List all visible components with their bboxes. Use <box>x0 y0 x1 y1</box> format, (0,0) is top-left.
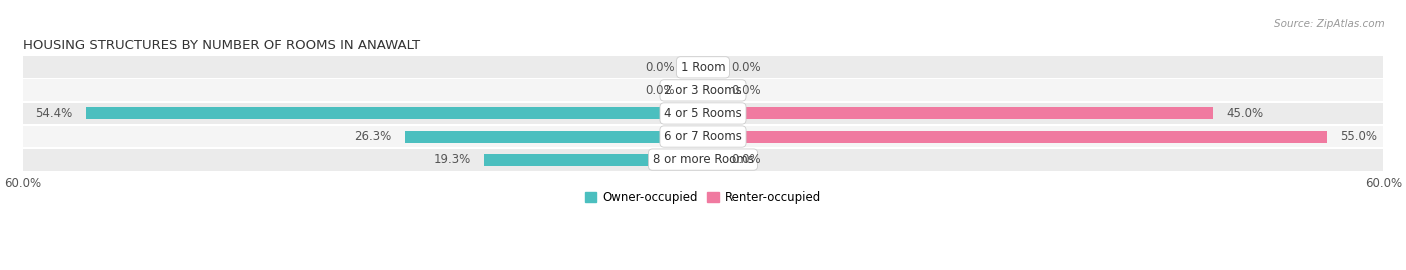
Text: 0.0%: 0.0% <box>731 61 761 74</box>
Text: 55.0%: 55.0% <box>1340 130 1378 143</box>
Bar <box>22 56 1384 78</box>
Text: 0.0%: 0.0% <box>731 153 761 166</box>
Bar <box>484 154 703 166</box>
Text: 1 Room: 1 Room <box>681 61 725 74</box>
Text: 0.0%: 0.0% <box>645 61 675 74</box>
Text: 19.3%: 19.3% <box>433 153 471 166</box>
Text: HOUSING STRUCTURES BY NUMBER OF ROOMS IN ANAWALT: HOUSING STRUCTURES BY NUMBER OF ROOMS IN… <box>22 39 420 52</box>
Bar <box>405 130 703 143</box>
Text: 8 or more Rooms: 8 or more Rooms <box>652 153 754 166</box>
Text: 45.0%: 45.0% <box>1227 107 1264 120</box>
Bar <box>703 85 720 96</box>
Bar <box>22 79 1384 101</box>
Text: 2 or 3 Rooms: 2 or 3 Rooms <box>664 84 742 97</box>
Bar <box>86 107 703 119</box>
Text: Source: ZipAtlas.com: Source: ZipAtlas.com <box>1274 19 1385 29</box>
Legend: Owner-occupied, Renter-occupied: Owner-occupied, Renter-occupied <box>579 187 827 209</box>
Text: 0.0%: 0.0% <box>731 84 761 97</box>
Bar <box>703 130 1327 143</box>
Bar <box>703 61 720 73</box>
Text: 0.0%: 0.0% <box>645 84 675 97</box>
Bar <box>686 61 703 73</box>
Text: 26.3%: 26.3% <box>354 130 391 143</box>
Text: 54.4%: 54.4% <box>35 107 73 120</box>
Text: 4 or 5 Rooms: 4 or 5 Rooms <box>664 107 742 120</box>
Bar <box>22 103 1384 124</box>
Bar <box>686 85 703 96</box>
Bar <box>703 154 720 166</box>
Text: 6 or 7 Rooms: 6 or 7 Rooms <box>664 130 742 143</box>
Bar <box>22 149 1384 171</box>
Bar <box>703 107 1213 119</box>
Bar <box>22 126 1384 147</box>
